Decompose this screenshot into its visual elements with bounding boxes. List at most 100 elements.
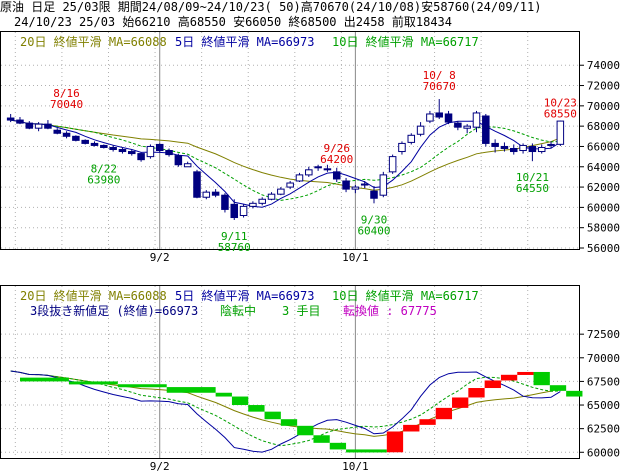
candle-down-body <box>16 119 24 124</box>
annotation-date: 8/16 <box>53 87 80 100</box>
price-y-tick-label: 60000 <box>587 201 620 214</box>
candle-down-body <box>165 150 173 156</box>
candle-down-body <box>25 122 34 129</box>
candle-down-body <box>6 117 15 121</box>
brick-up <box>435 407 453 420</box>
candle-up-body <box>407 134 416 143</box>
annotation-value: 64200 <box>320 153 353 166</box>
linebreak-y-tick-label: 62500 <box>587 423 620 436</box>
candle-down-body <box>137 153 145 161</box>
annotation-date: 10/21 <box>516 171 549 184</box>
linebreak-status-state: 陰転中 <box>220 303 256 318</box>
linebreak-status-reversal: 転換値 : 67775 <box>343 303 437 318</box>
candle-down-body <box>155 143 164 152</box>
linebreak-status-count: 3 手目 <box>282 304 320 318</box>
annotation-date: 8/22 <box>91 162 118 175</box>
header-line-1: 原油 日足 25/03限 期間24/08/09~24/10/23( 50)高70… <box>0 0 624 16</box>
candle-up-body <box>183 163 192 168</box>
price-legend-ma20: 20日 終値平滑 MA=66088 <box>20 34 167 49</box>
linebreak-legend-ma10: 10日 終値平滑 MA=66717 <box>332 288 479 303</box>
linebreak-y-tick-label: 60000 <box>587 446 620 459</box>
candle-down-body <box>109 146 117 151</box>
price-y-tick-label: 62000 <box>587 181 620 194</box>
price-y-tick-label: 64000 <box>587 161 620 174</box>
brick-down <box>549 385 567 391</box>
linebreak-y-tick-label: 65000 <box>587 399 620 412</box>
price-y-tick-label: 68000 <box>587 120 620 133</box>
candle-up-body <box>472 112 481 128</box>
price-x-tick-label: 9/2 <box>150 251 170 264</box>
linebreak-legend-ma5: 5日 終値平滑 MA=66973 <box>175 288 314 303</box>
linebreak-y-tick-label: 67500 <box>587 375 620 388</box>
candle-up-body <box>239 205 248 217</box>
brick-down <box>264 411 281 420</box>
price-legend-ma5: 5日 終値平滑 MA=66973 <box>175 34 314 49</box>
linebreak-bricks <box>20 371 583 453</box>
brick-up <box>500 374 518 381</box>
candle-down-body <box>370 190 378 199</box>
candle-up-body <box>202 191 211 198</box>
price-y-tick-label: 72000 <box>587 80 620 93</box>
candle-up-body <box>556 120 565 145</box>
candle-down-body <box>100 144 108 148</box>
price-x-tick-label: 10/1 <box>342 251 369 264</box>
candle-up-body <box>379 174 388 196</box>
candle-up-body <box>146 145 155 158</box>
annotation-value: 63980 <box>87 173 120 186</box>
candle-down-body <box>482 115 490 144</box>
candle-down-body <box>435 112 443 118</box>
candle-down-body <box>53 129 62 134</box>
annotation-date: 9/26 <box>323 142 350 155</box>
candle-down-body <box>44 123 52 129</box>
axes-labels: 74000 72000 70000 68000 66000 64000 62000 60000… <box>150 59 620 473</box>
linebreak-x-tick-label: 10/1 <box>342 460 369 473</box>
brick-up <box>386 431 404 453</box>
brick-up <box>484 380 501 389</box>
candle-up-body <box>416 125 425 135</box>
candle-up-body <box>267 193 276 200</box>
linebreak-y-tick-label: 72500 <box>587 328 620 341</box>
candle-up-body <box>305 169 313 176</box>
candle-down-body <box>332 171 341 180</box>
candle-down-body <box>230 203 239 219</box>
brick-up <box>419 419 436 425</box>
candle-down-body <box>314 166 322 169</box>
brick-up <box>468 388 485 398</box>
candle-up-body <box>537 146 546 153</box>
candle-up-body <box>277 188 285 195</box>
annotation-value: 60400 <box>357 224 390 237</box>
candle-down-body <box>174 155 183 166</box>
candle-down-body <box>118 149 127 153</box>
annotation-value: 58760 <box>218 241 251 254</box>
brick-down <box>68 381 118 385</box>
brick-down <box>329 442 347 450</box>
linebreak-ma5-line <box>10 370 561 453</box>
candle-down-body <box>90 142 99 146</box>
candle-up-body <box>351 186 360 190</box>
candle-down-body <box>342 180 350 190</box>
price-y-tick-label: 74000 <box>587 59 620 72</box>
candle-up-body <box>426 113 434 122</box>
brick-down <box>533 371 550 386</box>
brick-up <box>403 424 420 432</box>
candle-down-body <box>211 191 220 196</box>
annotation-value: 64550 <box>516 182 549 195</box>
candle-down-body <box>193 171 201 198</box>
candle-down-body <box>81 139 89 144</box>
candle-down-body <box>72 135 80 141</box>
candle-up-body <box>388 156 397 173</box>
linebreak-ma10-line <box>10 370 561 447</box>
brick-down <box>117 384 167 388</box>
price-ma10-line <box>10 119 561 201</box>
header-line-2: 24/10/23 25/03 始66210 高68550 安66050 終685… <box>0 15 624 31</box>
linebreak-y-tick-label: 70000 <box>587 352 620 365</box>
linebreak-x-tick-label: 9/2 <box>150 460 170 473</box>
annotation-date: 9/11 <box>221 230 248 243</box>
brick-up <box>452 397 469 408</box>
price-ma5-line <box>10 119 561 208</box>
candle-up-body <box>286 182 294 188</box>
candle-up-body <box>360 183 369 186</box>
header-line-1-text: 原油 日足 25/03限 期間24/08/09~24/10/23( 50)高70… <box>0 0 542 14</box>
price-y-tick-label: 58000 <box>587 222 620 235</box>
